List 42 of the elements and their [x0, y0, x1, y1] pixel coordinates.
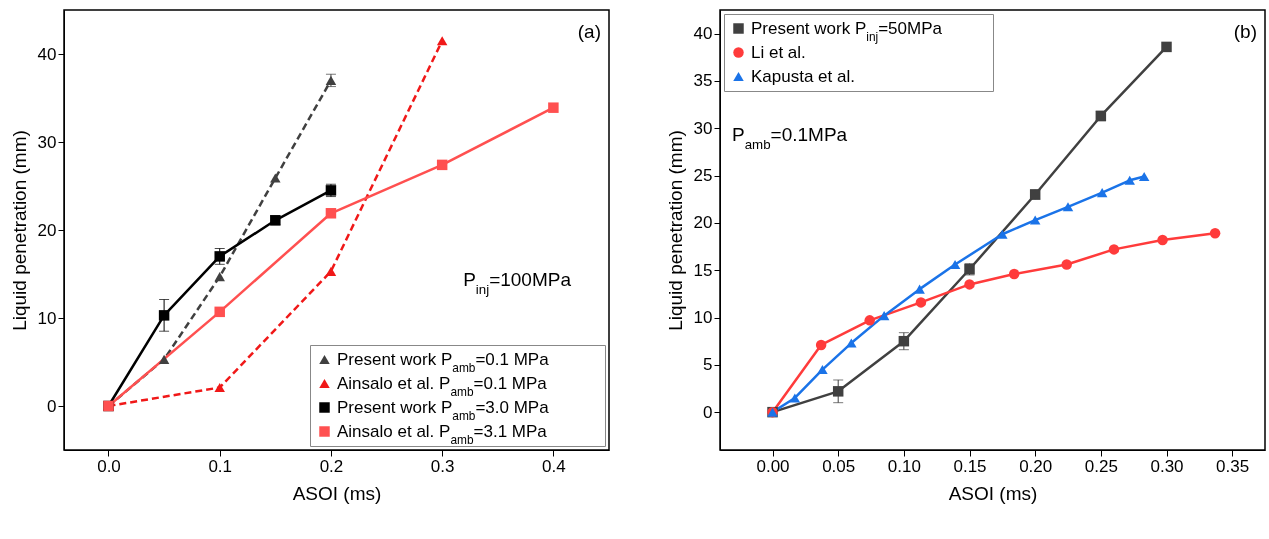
y-axis-title: Liquid penetration (mm) — [8, 130, 30, 331]
legend-label: Li et al. — [751, 42, 806, 62]
annotation: P$_{amb}$=0.1MPa — [732, 124, 848, 152]
annotation: (b) — [1233, 21, 1257, 42]
x-tick-label: 0.1 — [208, 456, 233, 476]
x-tick-label: 0.2 — [319, 456, 344, 476]
x-axis-title: ASOI (ms) — [948, 482, 1038, 504]
x-tick-label: 0.3 — [430, 456, 455, 476]
y-tick-label: 25 — [693, 166, 713, 186]
y-tick-label: 35 — [693, 71, 713, 91]
y-tick-label: 10 — [693, 308, 713, 328]
y-tick-label: 0 — [47, 396, 57, 416]
legend-label: Present work P$_{amb}$=3.0 MPa — [337, 397, 550, 423]
y-tick-label: 20 — [693, 213, 713, 233]
legend-label: Kapusta et al. — [751, 66, 855, 86]
legend-label: Ainsalo et al. P$_{amb}$=3.1 MPa — [337, 421, 548, 447]
y-axis-title: Liquid penetration (mm) — [664, 130, 686, 331]
x-tick-label: 0.0 — [97, 456, 121, 476]
y-tick-label: 20 — [37, 220, 57, 240]
x-tick-label: 0.05 — [822, 456, 856, 476]
x-tick-label: 0.30 — [1150, 456, 1184, 476]
x-tick-label: 0.35 — [1216, 456, 1250, 476]
legend-label: Present work P$_{inj}$=50MPa — [751, 18, 943, 44]
x-tick-label: 0.25 — [1084, 456, 1118, 476]
y-tick-label: 40 — [693, 24, 713, 44]
x-axis-title: ASOI (ms) — [292, 482, 382, 504]
x-tick-label: 0.15 — [953, 456, 987, 476]
legend-label: Ainsalo et al. P$_{amb}$=0.1 MPa — [337, 373, 548, 399]
x-tick-label: 0.20 — [1019, 456, 1053, 476]
annotation: (a) — [577, 21, 601, 42]
y-tick-label: 10 — [37, 308, 57, 328]
x-tick-label: 0.00 — [756, 456, 790, 476]
x-tick-label: 0.10 — [887, 456, 921, 476]
y-tick-label: 5 — [703, 355, 713, 375]
y-tick-label: 30 — [37, 132, 57, 152]
annotation: P$_{inj}$=100MPa — [463, 269, 572, 297]
y-tick-label: 40 — [37, 44, 57, 64]
y-tick-label: 30 — [693, 118, 713, 138]
y-tick-label: 0 — [703, 402, 713, 422]
legend-label: Present work P$_{amb}$=0.1 MPa — [337, 349, 550, 375]
x-tick-label: 0.4 — [542, 456, 566, 476]
y-tick-label: 15 — [693, 260, 713, 280]
